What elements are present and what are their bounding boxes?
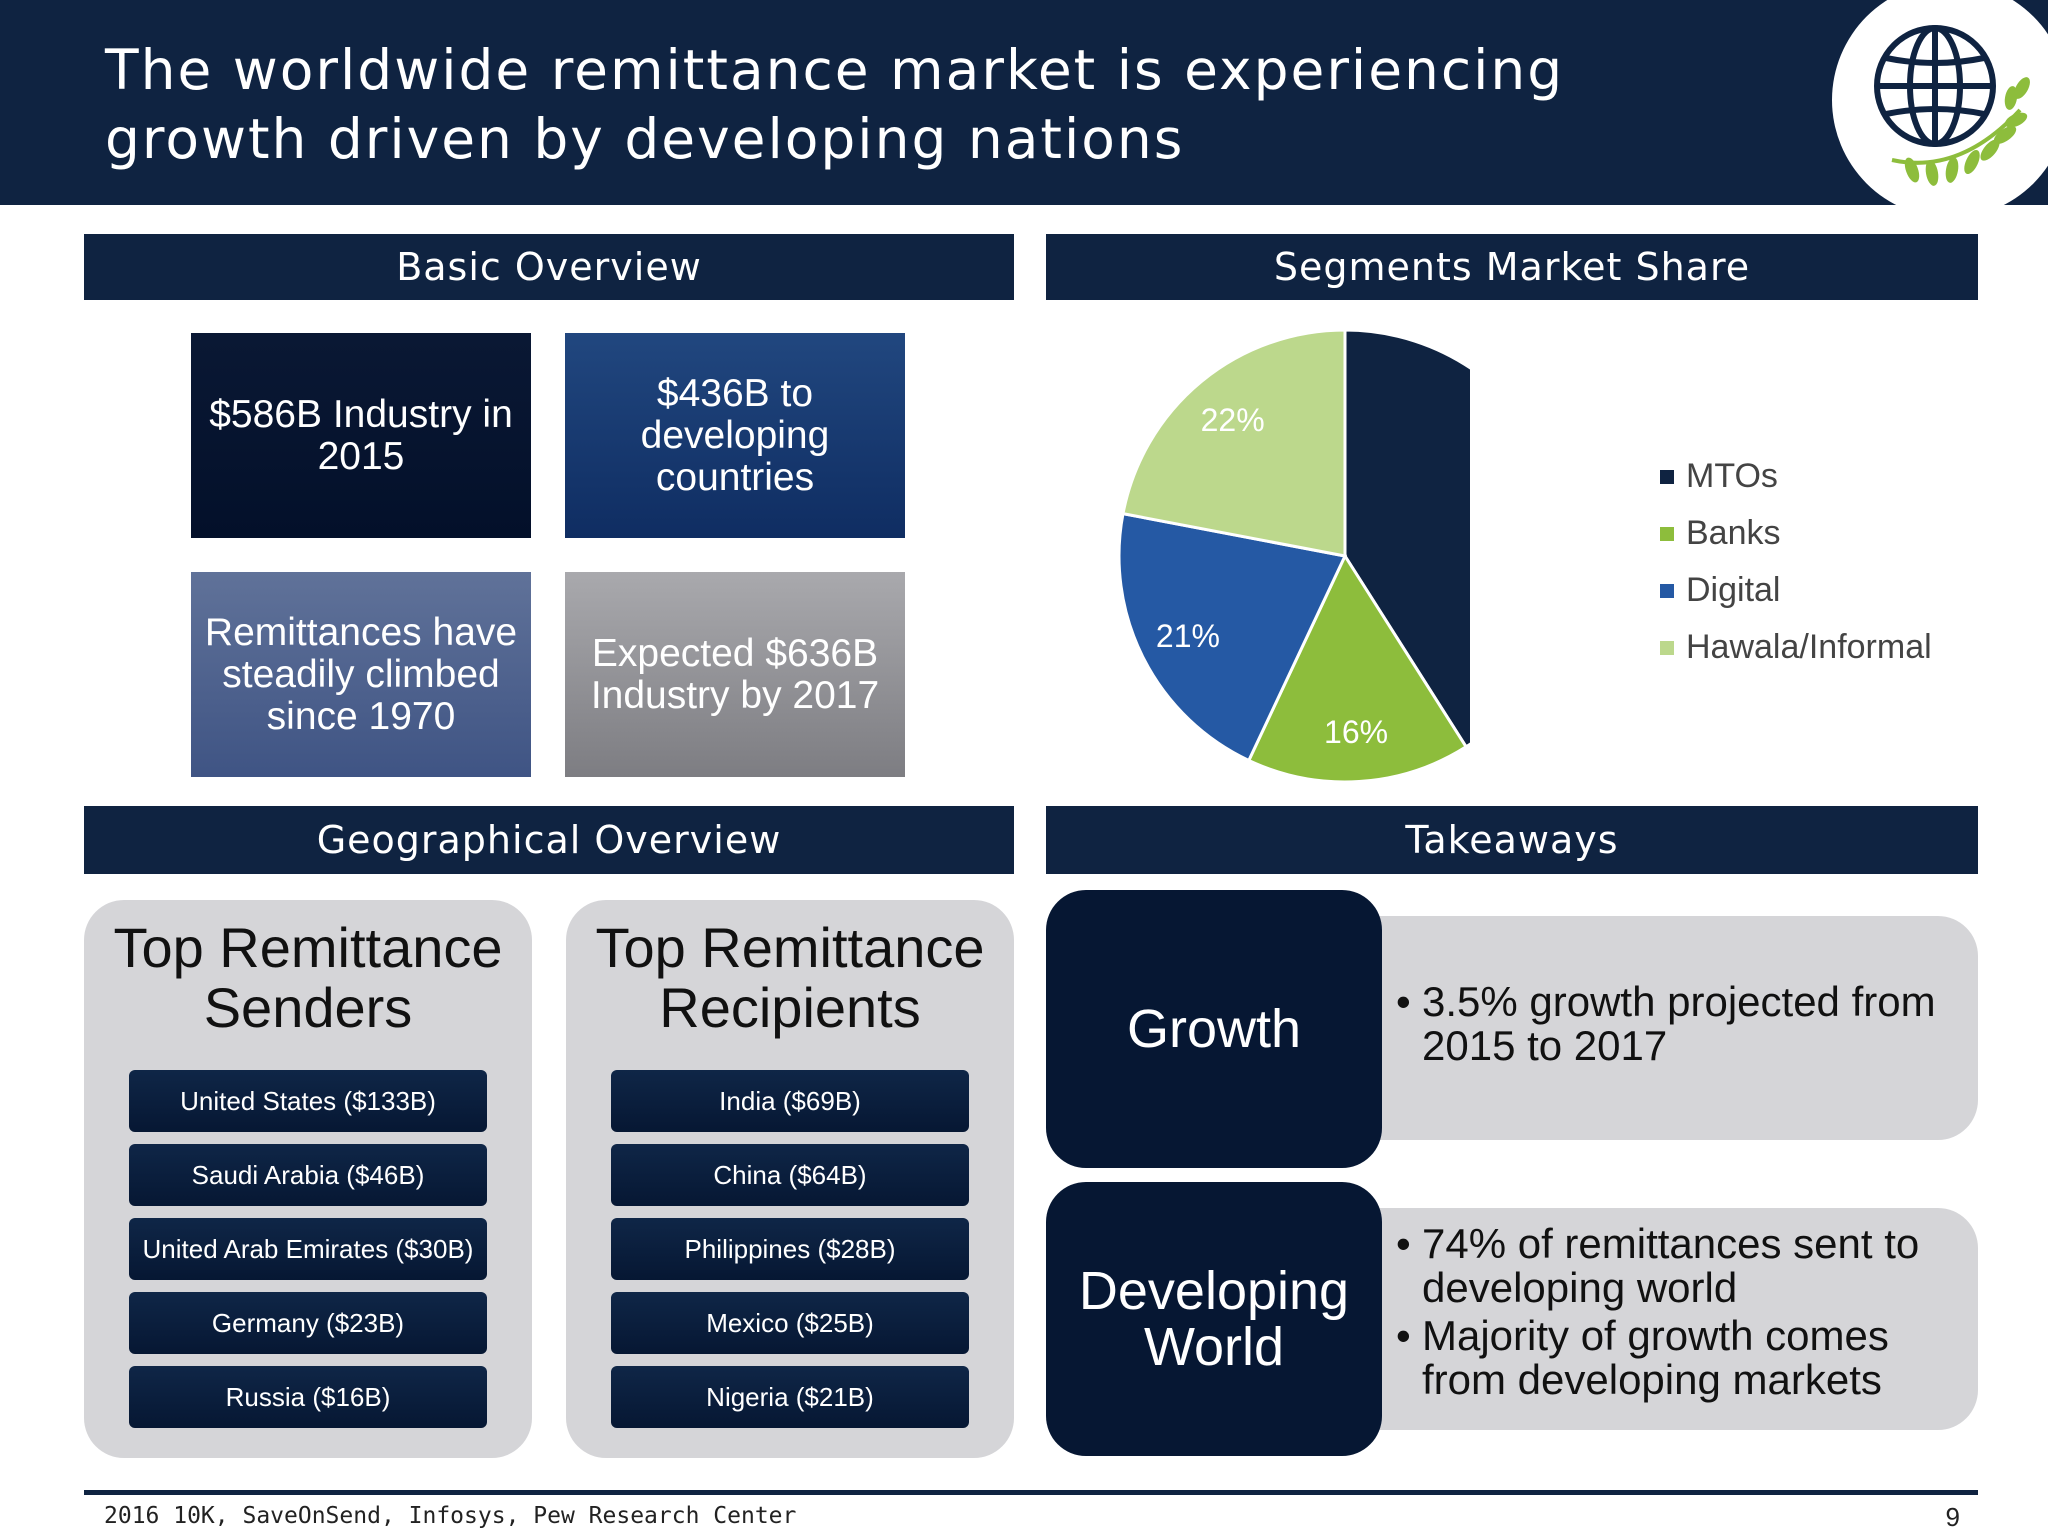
pie-slice-hawala-informal: [1121, 328, 1347, 558]
legend-swatch-banks: [1660, 526, 1674, 541]
bullet-text: 74% of remittances sent to developing wo…: [1422, 1220, 1920, 1311]
pie-data-label: 21%: [1156, 618, 1220, 654]
pie-data-label: 22%: [1201, 402, 1265, 438]
pie-legend: MTOs Banks Digital Hawala/Informal: [1660, 448, 1932, 676]
page-number: 9: [1945, 1502, 1960, 1532]
growth-detail-panel: [1346, 916, 1978, 1140]
section-geographical-overview: Geographical Overview: [84, 806, 1014, 874]
sender-item: Russia ($16B): [129, 1366, 487, 1428]
legend-swatch-hawala: [1660, 640, 1674, 655]
bullet-item: • 74% of remittances sent to developing …: [1396, 1222, 1966, 1310]
takeaway-developing-world-label: Developing World: [1046, 1182, 1382, 1456]
sender-item: United States ($133B): [129, 1070, 487, 1132]
page-title-line-2: growth driven by developing nations: [105, 107, 1185, 171]
bullet-text: Majority of growth comes from developing…: [1422, 1312, 1889, 1403]
recipient-item: Philippines ($28B): [611, 1218, 969, 1280]
bullet-dot: •: [1396, 1220, 1411, 1267]
developing-detail-panel: [1346, 1208, 1978, 1430]
section-basic-overview: Basic Overview: [84, 234, 1014, 300]
senders-title: Top Remittance Senders: [113, 916, 503, 1039]
footer-source: 2016 10K, SaveOnSend, Infosys, Pew Resea…: [104, 1503, 797, 1529]
growth-bullets: • 3.5% growth projected from 2015 to 201…: [1396, 980, 1966, 1072]
bullet-item: • 3.5% growth projected from 2015 to 201…: [1396, 980, 1966, 1068]
developing-bullets: • 74% of remittances sent to developing …: [1396, 1222, 1966, 1406]
bullet-dot: •: [1396, 978, 1411, 1025]
overview-tile-industry-2015: $586B Industry in 2015: [191, 333, 531, 538]
page-title: The worldwide remittance market is exper…: [105, 36, 1785, 174]
segments-pie-chart: 41%16%21%22%: [1117, 328, 1470, 784]
recipient-item: China ($64B): [611, 1144, 969, 1206]
legend-item-banks: Banks: [1660, 505, 1932, 562]
footer-rule: [84, 1490, 1978, 1495]
sender-item: Saudi Arabia ($46B): [129, 1144, 487, 1206]
legend-swatch-digital: [1660, 583, 1674, 598]
bullet-text: 3.5% growth projected from 2015 to 2017: [1422, 978, 1936, 1069]
bullet-dot: •: [1396, 1312, 1411, 1359]
legend-label-mtos: MTOs: [1686, 457, 1778, 495]
legend-label-digital: Digital: [1686, 571, 1781, 609]
recipients-panel: Top Remittance Recipients India ($69B) C…: [566, 900, 1014, 1458]
legend-item-digital: Digital: [1660, 562, 1932, 619]
legend-item-mtos: MTOs: [1660, 448, 1932, 505]
legend-label-banks: Banks: [1686, 514, 1781, 552]
section-takeaways: Takeaways: [1046, 806, 1978, 874]
header-banner: [0, 0, 2048, 205]
overview-tile-steady-climb: Remittances have steadily climbed since …: [191, 572, 531, 777]
globe-laurel-icon: [1820, 0, 2048, 230]
recipients-title: Top Remittance Recipients: [595, 916, 985, 1039]
recipient-item: India ($69B): [611, 1070, 969, 1132]
page-title-line-1: The worldwide remittance market is exper…: [105, 38, 1565, 102]
overview-tile-developing-countries: $436B to developing countries: [565, 333, 905, 538]
takeaway-growth-label: Growth: [1046, 890, 1382, 1168]
sender-item: Germany ($23B): [129, 1292, 487, 1354]
legend-label-hawala: Hawala/Informal: [1686, 628, 1932, 666]
legend-item-hawala: Hawala/Informal: [1660, 619, 1932, 676]
recipient-item: Mexico ($25B): [611, 1292, 969, 1354]
sender-item: United Arab Emirates ($30B): [129, 1218, 487, 1280]
bullet-item: • Majority of growth comes from developi…: [1396, 1314, 1966, 1402]
legend-swatch-mtos: [1660, 469, 1674, 484]
pie-slice-digital: [1117, 511, 1348, 763]
senders-panel: Top Remittance Senders United States ($1…: [84, 900, 532, 1458]
recipient-item: Nigeria ($21B): [611, 1366, 969, 1428]
pie-slice-banks: [1246, 552, 1469, 784]
pie-data-label: 16%: [1324, 714, 1388, 750]
section-segments-market-share: Segments Market Share: [1046, 234, 1978, 300]
pie-slice-mtos: [1343, 328, 1470, 749]
overview-tile-expected-2017: Expected $636B Industry by 2017: [565, 572, 905, 777]
